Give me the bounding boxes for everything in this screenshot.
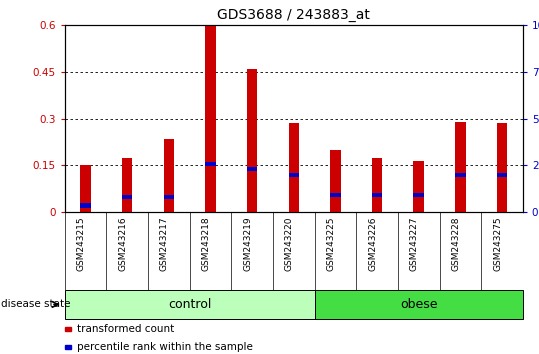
- Text: GSM243218: GSM243218: [202, 216, 210, 271]
- Bar: [122, 158, 133, 212]
- Bar: [413, 161, 424, 212]
- Bar: [497, 173, 507, 177]
- Bar: [288, 123, 299, 212]
- Bar: [372, 193, 382, 197]
- Bar: [164, 139, 174, 212]
- Bar: [288, 173, 299, 177]
- Text: transformed count: transformed count: [77, 324, 174, 334]
- Bar: [205, 25, 216, 212]
- Text: obese: obese: [400, 298, 438, 311]
- Text: GSM243226: GSM243226: [368, 216, 377, 271]
- Text: GSM243219: GSM243219: [243, 216, 252, 271]
- Text: GSM243227: GSM243227: [410, 216, 419, 271]
- Bar: [330, 150, 341, 212]
- Bar: [122, 195, 133, 199]
- Title: GDS3688 / 243883_at: GDS3688 / 243883_at: [217, 8, 370, 22]
- Text: GSM243220: GSM243220: [285, 216, 294, 271]
- Bar: [330, 193, 341, 197]
- Bar: [247, 69, 257, 212]
- Text: GSM243225: GSM243225: [327, 216, 335, 271]
- Bar: [247, 167, 257, 171]
- Bar: [455, 173, 466, 177]
- Bar: [80, 204, 91, 207]
- Text: GSM243216: GSM243216: [118, 216, 127, 271]
- Bar: [164, 195, 174, 199]
- Text: disease state: disease state: [1, 299, 71, 309]
- Text: GSM243217: GSM243217: [160, 216, 169, 271]
- Text: GSM243275: GSM243275: [493, 216, 502, 271]
- Text: GSM243215: GSM243215: [77, 216, 86, 271]
- Bar: [80, 165, 91, 212]
- Text: percentile rank within the sample: percentile rank within the sample: [77, 342, 252, 352]
- Bar: [413, 193, 424, 197]
- Bar: [372, 158, 382, 212]
- Text: control: control: [168, 298, 211, 311]
- Bar: [455, 122, 466, 212]
- Text: GSM243228: GSM243228: [451, 216, 460, 271]
- Bar: [205, 162, 216, 166]
- Bar: [497, 123, 507, 212]
